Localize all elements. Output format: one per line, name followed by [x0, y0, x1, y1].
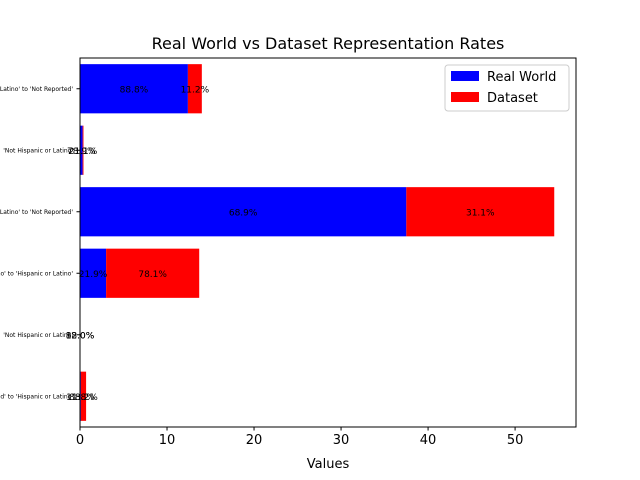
bar-dataset-1 — [82, 125, 84, 175]
legend-swatch-real-world — [451, 71, 479, 81]
bar-labels: 88.8% 11.2% 78.9%21.1% 68.9% 31.1% 21.9% 78.1%… — [66, 85, 495, 403]
bar-dataset-0 — [187, 64, 202, 114]
bar-real-world-3 — [80, 248, 107, 298]
bar-real-world-1 — [80, 125, 83, 175]
bar-real-world-0 — [80, 64, 188, 114]
y-tick-label-5: 'Not Reported' to 'Hispanic or Latino' — [0, 393, 73, 400]
x-axis-label: Values — [307, 457, 350, 472]
y-axis: 'Hispanic or Latino' to 'Not Reported' 'N… — [0, 86, 80, 400]
bar-label-real-world-3: 21.9% — [79, 270, 108, 280]
y-tick-label-3: 'Not Hispanic or Latino' to 'Hispanic or… — [0, 270, 73, 277]
y-tick-label-4: 'Not Hispanic or Latino' — [3, 332, 73, 339]
x-tick-label-1: 10 — [159, 433, 176, 448]
y-tick-label-2: 'Not Hispanic or Latino' to 'Not Reporte… — [0, 209, 73, 216]
chart-title: Real World vs Dataset Representation Rat… — [152, 34, 505, 53]
bar-label-real-world-2: 68.9% — [229, 208, 258, 218]
bar-label-dataset-3: 78.1% — [138, 270, 167, 280]
bars — [80, 64, 555, 421]
bar-label-dataset-5: 88.2% — [69, 393, 98, 403]
bar-label-real-world-5: 11.8% — [66, 393, 95, 403]
x-tick-label-2: 20 — [246, 433, 263, 448]
plot-frame — [79, 57, 577, 428]
x-axis: 0 10 20 30 40 50 — [76, 427, 524, 448]
x-tick-label-5: 50 — [507, 433, 524, 448]
bar-label-dataset-2: 31.1% — [466, 208, 495, 218]
legend: Real World Dataset — [444, 64, 570, 112]
x-tick-label-0: 0 — [76, 433, 84, 448]
bar-dataset-5 — [80, 371, 87, 421]
bar-dataset-2 — [406, 187, 555, 237]
bar-dataset-3 — [106, 248, 200, 298]
legend-swatch-dataset — [451, 92, 479, 102]
bar-real-world-2 — [80, 187, 407, 237]
bar-label-real-world-1: 78.9% — [67, 147, 96, 157]
y-tick-label-0: 'Hispanic or Latino' to 'Not Reported' — [0, 86, 73, 93]
y-tick-label-1: 'Not Hispanic or Latino' — [3, 147, 73, 154]
legend-label-dataset: Dataset — [487, 91, 538, 106]
x-tick-label-3: 30 — [333, 433, 350, 448]
bar-label-real-world-0: 88.8% — [120, 85, 149, 95]
legend-label-real-world: Real World — [487, 70, 556, 85]
x-tick-label-4: 40 — [420, 433, 437, 448]
bar-label-dataset-0: 11.2% — [181, 85, 210, 95]
bar-label-dataset-1: 21.1% — [69, 147, 98, 157]
